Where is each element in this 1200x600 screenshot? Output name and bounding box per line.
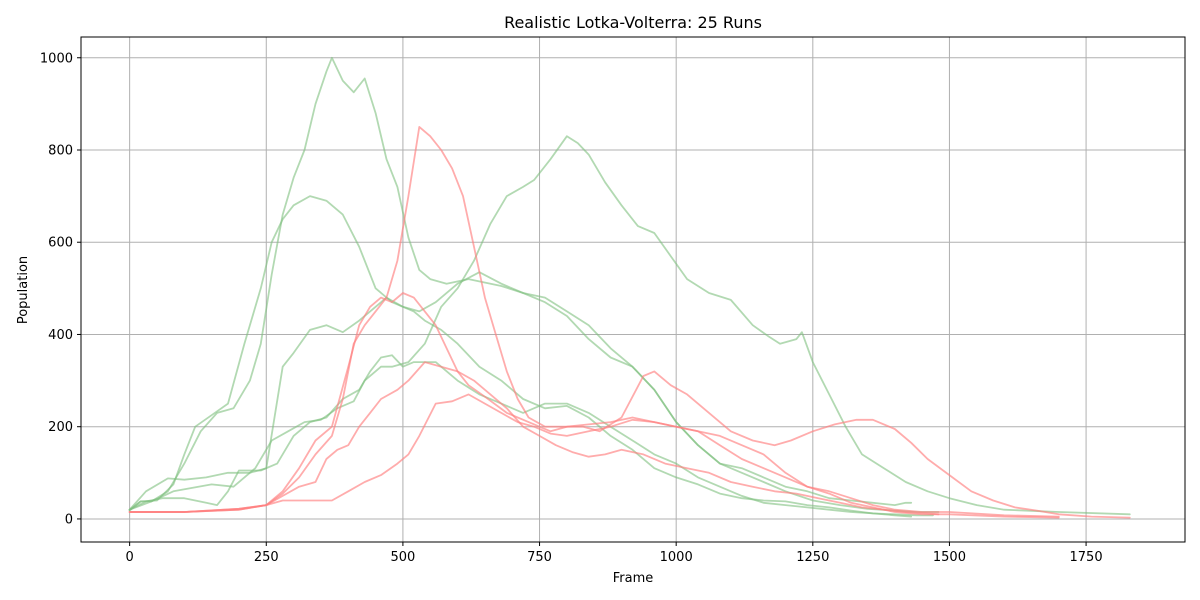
x-axis-label: Frame bbox=[613, 571, 654, 586]
x-tick-label: 0 bbox=[126, 550, 134, 565]
x-tick-label: 1250 bbox=[796, 550, 829, 565]
series-lines bbox=[128, 56, 1131, 519]
x-tick-label: 750 bbox=[527, 550, 552, 565]
y-tick-label: 200 bbox=[48, 420, 73, 435]
predator-series-line-7 bbox=[128, 126, 1060, 518]
predator-series-line-8 bbox=[128, 393, 1060, 519]
predator-series-line-6 bbox=[128, 292, 1131, 519]
chart-title: Realistic Lotka-Volterra: 25 Runs bbox=[504, 13, 762, 32]
prey-series-line-4 bbox=[128, 271, 913, 511]
x-tick-label: 1500 bbox=[933, 550, 966, 565]
y-tick-label: 600 bbox=[48, 236, 73, 251]
y-tick-label: 800 bbox=[48, 143, 73, 158]
x-tick-label: 250 bbox=[254, 550, 279, 565]
plot-frame bbox=[80, 36, 1186, 543]
prey-series-line-1 bbox=[128, 56, 940, 513]
axis-ticks: 0 250 500 750 1000 1250 1500 1750 0 200 400 600 800 1… bbox=[40, 51, 1103, 565]
x-tick-label: 1750 bbox=[1070, 550, 1103, 565]
prey-series-line-5 bbox=[128, 135, 1131, 516]
y-tick-label: 1000 bbox=[40, 51, 73, 66]
grid bbox=[81, 37, 1185, 542]
y-axis-label: Population bbox=[16, 256, 31, 324]
prey-series-line-3 bbox=[128, 354, 934, 517]
y-tick-label: 0 bbox=[65, 512, 73, 527]
prey-series-line-2 bbox=[128, 195, 913, 518]
x-tick-label: 500 bbox=[390, 550, 415, 565]
x-tick-label: 1000 bbox=[660, 550, 693, 565]
y-tick-label: 400 bbox=[48, 328, 73, 343]
predator-series-line-9 bbox=[128, 361, 940, 516]
